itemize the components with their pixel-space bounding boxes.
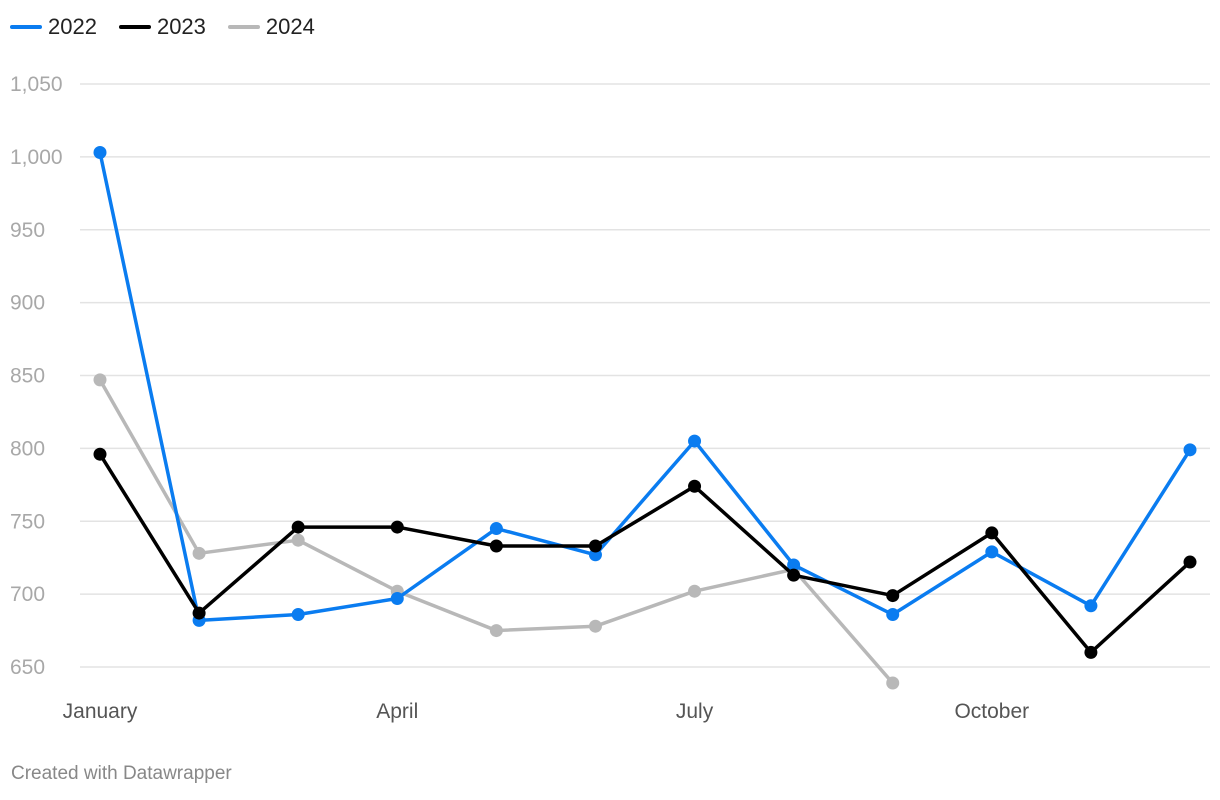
data-point-2023 [390, 520, 404, 534]
data-point-2023 [1183, 555, 1197, 569]
data-point-2024 [93, 373, 107, 387]
legend: 2022 2023 2024 [10, 14, 315, 40]
legend-label: 2022 [48, 14, 97, 39]
data-point-2022 [1084, 599, 1098, 613]
data-point-2022 [886, 608, 900, 622]
footer-credit: Created with Datawrapper [11, 763, 232, 784]
y-tick-label: 650 [10, 656, 45, 679]
y-tick-label: 700 [10, 583, 45, 606]
series-line-2022 [98, 150, 1192, 623]
legend-item-2023: 2023 [118, 14, 206, 40]
data-point-2023 [886, 589, 900, 603]
data-point-2024 [489, 624, 503, 638]
x-tick-label: April [376, 700, 418, 723]
legend-label: 2024 [265, 14, 315, 39]
y-tick-label: 900 [10, 292, 45, 315]
legend-item-2024: 2024 [227, 14, 315, 40]
line-chart: 650 700 750 800 850 900 950 1,000 1,050 January Ap… [10, 73, 1210, 723]
data-point-2022 [390, 591, 404, 605]
data-point-2022 [787, 558, 801, 572]
data-point-2022 [93, 146, 107, 160]
data-point-2023 [985, 526, 999, 540]
y-tick-label: 1,050 [10, 73, 63, 96]
data-point-2023 [192, 606, 206, 620]
legend-swatch [10, 25, 42, 29]
x-tick-label: July [676, 700, 714, 723]
data-point-2022 [291, 608, 305, 622]
data-point-2022 [985, 545, 999, 559]
data-point-2023 [489, 539, 503, 553]
data-point-2023 [291, 520, 305, 534]
data-point-2023 [93, 447, 107, 461]
data-point-2024 [291, 533, 305, 547]
data-point-2022 [489, 522, 503, 536]
y-tick-label: 950 [10, 219, 45, 242]
data-point-2023 [688, 479, 702, 493]
legend-swatch [227, 25, 260, 29]
data-point-2024 [192, 546, 206, 560]
data-point-2022 [688, 434, 702, 448]
data-point-2022 [1183, 443, 1197, 457]
y-tick-label: 750 [10, 510, 45, 533]
x-tick-label: October [954, 700, 1029, 723]
series-line-2023 [98, 452, 1192, 655]
y-tick-label: 850 [10, 365, 45, 388]
data-point-2024 [886, 676, 900, 690]
legend-item-2022: 2022 [10, 14, 97, 40]
legend-label: 2023 [156, 14, 206, 39]
data-point-2023 [787, 568, 801, 582]
legend-swatch [118, 25, 151, 29]
data-point-2024 [688, 584, 702, 598]
data-point-2023 [1084, 645, 1098, 659]
data-point-2024 [588, 619, 602, 633]
y-tick-label: 800 [10, 437, 45, 460]
x-tick-label: January [63, 700, 138, 723]
data-point-2023 [588, 539, 602, 553]
y-tick-label: 1,000 [10, 146, 63, 169]
